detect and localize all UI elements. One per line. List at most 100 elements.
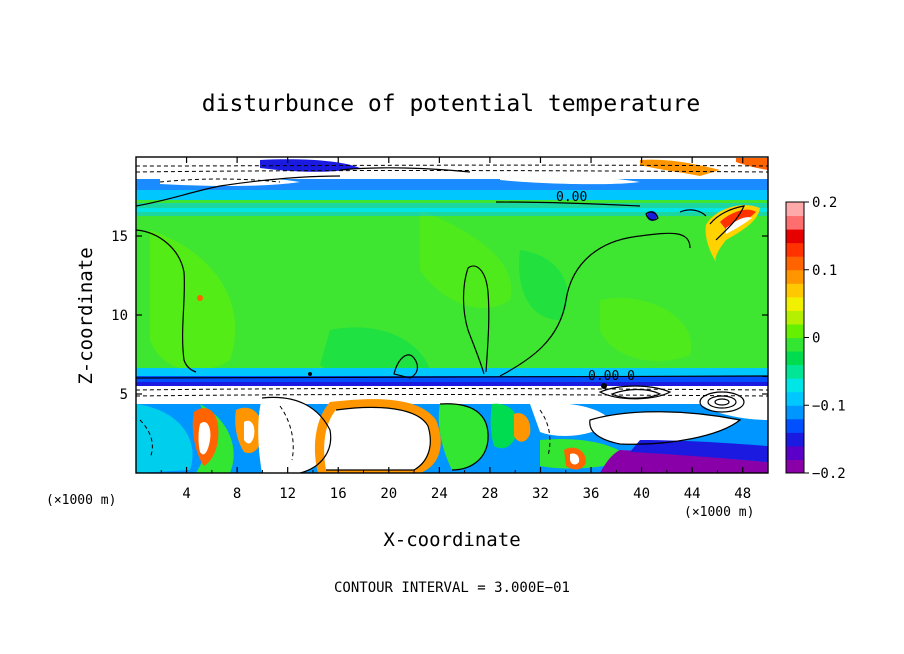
upper-white-intrusion	[500, 173, 640, 185]
plot-area	[136, 157, 768, 473]
x-tick-label: 20	[380, 486, 397, 502]
x-tick-label: 24	[431, 486, 448, 502]
colorbar-segment	[786, 256, 804, 271]
x-axis: 4 8 12 16 20 24 28 32 36 40 44 48	[160, 157, 751, 502]
contour-line	[136, 375, 768, 379]
colorbar-segment	[786, 405, 804, 420]
warm-speck	[197, 295, 203, 301]
contour-line-dashed	[159, 178, 281, 183]
colorbar-segment	[786, 229, 804, 244]
x-tick-label: 40	[633, 486, 650, 502]
cold-sheet-core	[136, 382, 768, 387]
colorbar-segment	[786, 432, 804, 447]
contour-line	[598, 385, 672, 400]
lower-cyan-patch	[136, 404, 193, 473]
colorbar	[785, 201, 805, 474]
green-core	[490, 403, 519, 449]
warm-plume-white	[244, 420, 255, 444]
contour-line	[707, 395, 737, 409]
colorbar-segment	[786, 445, 804, 460]
y-tick-label: 10	[111, 308, 128, 324]
colorbar-segment	[786, 337, 804, 352]
contour-line	[261, 396, 332, 473]
warm-plume	[514, 413, 531, 442]
contour-line	[339, 167, 471, 173]
contour-line	[645, 211, 659, 221]
contour-line	[462, 267, 485, 375]
x-tick-label: 48	[734, 486, 751, 502]
colorbar-segment	[786, 296, 804, 311]
x-tick-label: 8	[233, 486, 241, 502]
contour-label: 0.00–0	[588, 369, 635, 384]
green-core	[438, 403, 489, 470]
contour-dot	[308, 372, 312, 376]
cold-sheet-blue	[136, 376, 768, 384]
colorbar-segment	[786, 269, 804, 284]
light-green-patch	[600, 298, 692, 361]
upper-white-intrusion	[160, 175, 300, 186]
upper-warm-patch	[736, 158, 768, 170]
tropopause-band-core	[136, 208, 768, 212]
contour-interval-note: CONTOUR INTERVAL = 3.000E−01	[334, 580, 570, 596]
cold-sheet-cyan	[136, 368, 768, 378]
x-tick-label: 44	[684, 486, 701, 502]
contour-line-dashed	[539, 409, 551, 457]
colorbar-tick-label: −0.2	[812, 466, 846, 482]
contour-line	[495, 201, 641, 207]
chart-title: disturbunce of potential temperature	[202, 91, 701, 117]
colorbar-segment	[786, 202, 804, 217]
y-axis-label: Z-coordinate	[75, 247, 97, 384]
light-green-patch	[420, 210, 512, 309]
colorbar-tick-label: 0.1	[812, 263, 837, 279]
contour-line	[439, 403, 489, 471]
contour-line	[393, 354, 419, 379]
colorbar-segment	[786, 418, 804, 433]
contour-dot	[601, 383, 607, 389]
x-tick-label: 12	[279, 486, 296, 502]
colorbar-ticks: 0.2 0.1 0 −0.1 −0.2	[804, 195, 846, 482]
colorbar-segment	[786, 323, 804, 338]
contour-line	[136, 229, 197, 373]
colorbar-tick-label: −0.1	[812, 398, 846, 414]
contour-line-dashed	[279, 405, 294, 461]
y-axis: 5 10 15	[111, 229, 768, 403]
upper-cyan-layer	[136, 190, 768, 200]
contour-line	[679, 209, 707, 217]
colorbar-segment	[786, 283, 804, 298]
contour-line-dashed	[136, 164, 768, 167]
contour-line	[499, 232, 691, 377]
warm-plume-white	[198, 421, 211, 455]
y-tick-label: 5	[120, 387, 128, 403]
colorbar-segment	[786, 391, 804, 406]
x-tick-label: 4	[182, 486, 190, 502]
warm-anomaly-white	[726, 217, 752, 234]
colorbar-segment	[786, 215, 804, 230]
contour-line	[714, 398, 730, 406]
colorbar-segment	[786, 459, 804, 474]
x-axis-label: X-coordinate	[383, 529, 520, 551]
large-white-region	[258, 397, 331, 473]
warm-plume-white	[570, 453, 580, 465]
colorbar-segment	[786, 351, 804, 366]
colorbar-tick-label: 0	[812, 331, 820, 347]
y-tick-label: 15	[111, 229, 128, 245]
teal-green-patch	[320, 327, 430, 380]
warm-ring-inner	[324, 407, 431, 470]
colorbar-segment	[786, 378, 804, 393]
contour-line	[699, 391, 745, 413]
contour-line-dashed	[136, 394, 768, 397]
contour-line	[326, 406, 431, 471]
contour-line	[589, 411, 742, 445]
colorbar-segment	[786, 364, 804, 379]
upper-warm-patch	[640, 159, 720, 176]
dark-blue-layer	[630, 440, 768, 462]
contour-line-dashed	[139, 419, 153, 459]
colorbar-segment	[786, 310, 804, 325]
x-unit-right: (×1000 m)	[684, 505, 754, 520]
contour-line-dashed	[136, 170, 768, 173]
x-tick-label: 36	[583, 486, 600, 502]
contour-line	[709, 205, 745, 241]
contour-line	[610, 388, 662, 399]
x-tick-label: 28	[481, 486, 498, 502]
